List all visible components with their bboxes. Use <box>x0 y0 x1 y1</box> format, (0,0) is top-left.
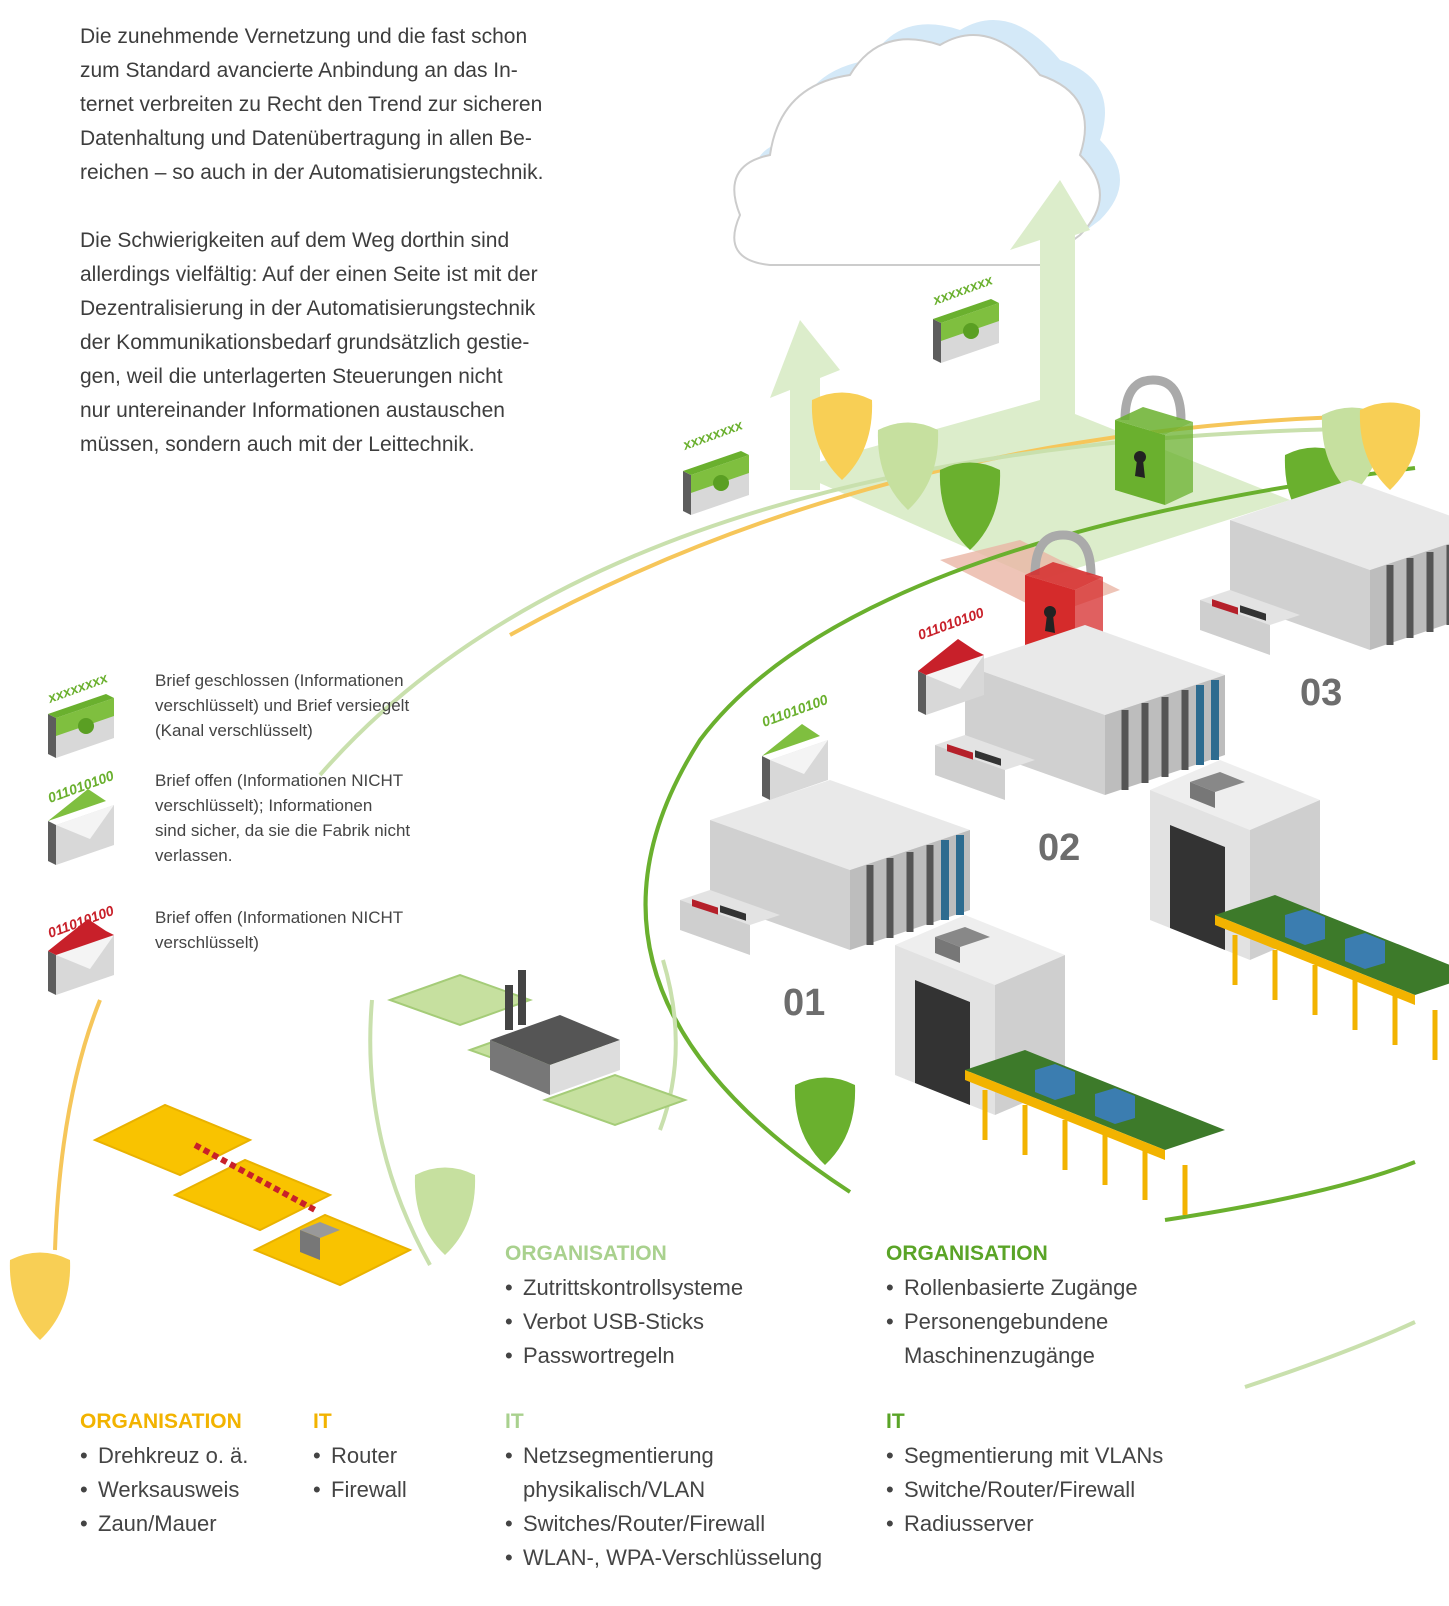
measure-group: ITSegmentierung mit VLANsSwitche/Router/… <box>886 1405 1163 1541</box>
text-line: (Kanal verschlüsselt) <box>155 718 409 743</box>
text-line: Brief offen (Informationen NICHT <box>155 905 403 930</box>
measure-group: ORGANISATIONRollenbasierte ZugängePerson… <box>886 1237 1138 1373</box>
text-line: Brief geschlossen (Informationen <box>155 668 409 693</box>
text-line: physikalisch/VLAN <box>523 1473 822 1507</box>
intro-text: Die zunehmende Vernetzung und die fast s… <box>80 20 543 496</box>
list-item: Drehkreuz o. ä. <box>80 1439 248 1473</box>
group-heading: ORGANISATION <box>505 1237 743 1271</box>
group-heading: IT <box>313 1405 407 1439</box>
measure-group: ORGANISATIONZutrittskontrollsystemeVerbo… <box>505 1237 743 1373</box>
list-item: Radiusserver <box>886 1507 1163 1541</box>
text-line: Die zunehmende Vernetzung und die fast s… <box>80 20 543 54</box>
group-heading: ORGANISATION <box>80 1405 248 1439</box>
text-line: Datenhaltung und Datenübertragung in all… <box>80 122 543 156</box>
text-line: reichen – so auch in der Automatisierung… <box>80 156 543 190</box>
text-line: allerdings vielfältig: Auf der einen Sei… <box>80 258 543 292</box>
machine-label: 01 <box>783 982 825 1024</box>
text-line: ternet verbreiten zu Recht den Trend zur… <box>80 88 543 122</box>
measure-group: ITNetzsegmentierungphysikalisch/VLANSwit… <box>505 1405 822 1575</box>
text-line: verschlüsselt) <box>155 930 403 955</box>
list-item: Firewall <box>313 1473 407 1507</box>
text-line: müssen, sondern auch mit der Leittechnik… <box>80 428 543 462</box>
text-line: Netzsegmentierung <box>523 1439 822 1473</box>
measure-group: ORGANISATIONDrehkreuz o. ä.WerksausweisZ… <box>80 1405 248 1541</box>
group-heading: ORGANISATION <box>886 1237 1138 1271</box>
text-line: verlassen. <box>155 843 410 868</box>
paragraph: Die zunehmende Vernetzung und die fast s… <box>80 20 543 190</box>
list-item: Werksausweis <box>80 1473 248 1507</box>
measure-group: ITRouterFirewall <box>313 1405 407 1507</box>
text-line: sind sicher, da sie die Fabrik nicht <box>155 818 410 843</box>
list-item: Verbot USB-Sticks <box>505 1305 743 1339</box>
group-heading: IT <box>505 1405 822 1439</box>
list-item: Switche/Router/Firewall <box>886 1473 1163 1507</box>
text-line: Maschinenzugänge <box>904 1339 1138 1373</box>
text-line: Dezentralisierung in der Automatisierung… <box>80 292 543 326</box>
list-item: Passwortregeln <box>505 1339 743 1373</box>
text-line: Die Schwierigkeiten auf dem Weg dorthin … <box>80 224 543 258</box>
text-line: Personengebundene <box>904 1305 1138 1339</box>
paragraph: Die Schwierigkeiten auf dem Weg dorthin … <box>80 224 543 462</box>
machine-label: 03 <box>1300 672 1342 714</box>
list-item: Zutrittskontrollsysteme <box>505 1271 743 1305</box>
text-line: verschlüsselt); Informationen <box>155 793 410 818</box>
list-item: Segmentierung mit VLANs <box>886 1439 1163 1473</box>
list-item: WLAN-, WPA-Verschlüsselung <box>505 1541 822 1575</box>
group-heading: IT <box>886 1405 1163 1439</box>
machine-label: 02 <box>1038 827 1080 869</box>
text-line: gen, weil die unterlagerten Steuerungen … <box>80 360 543 394</box>
list-item: Rollenbasierte Zugänge <box>886 1271 1138 1305</box>
text-line: verschlüsselt) und Brief versiegelt <box>155 693 409 718</box>
envelope-code: 011010100 <box>760 691 831 730</box>
envelope-code: 011010100 <box>916 604 987 643</box>
page: xxxxxxxx xxxxxxxx 011010100 011010100 01… <box>0 0 1449 1606</box>
list-item: Zaun/Mauer <box>80 1507 248 1541</box>
text-line: Brief offen (Informationen NICHT <box>155 768 410 793</box>
envelope-code: xxxxxxxx <box>680 416 746 453</box>
text-line: nur untereinander Informationen austausc… <box>80 394 543 428</box>
list-item: Router <box>313 1439 407 1473</box>
text-line: der Kommunikationsbedarf grundsätzlich g… <box>80 326 543 360</box>
list-item: Switches/Router/Firewall <box>505 1507 822 1541</box>
text-line: zum Standard avancierte Anbindung an das… <box>80 54 543 88</box>
